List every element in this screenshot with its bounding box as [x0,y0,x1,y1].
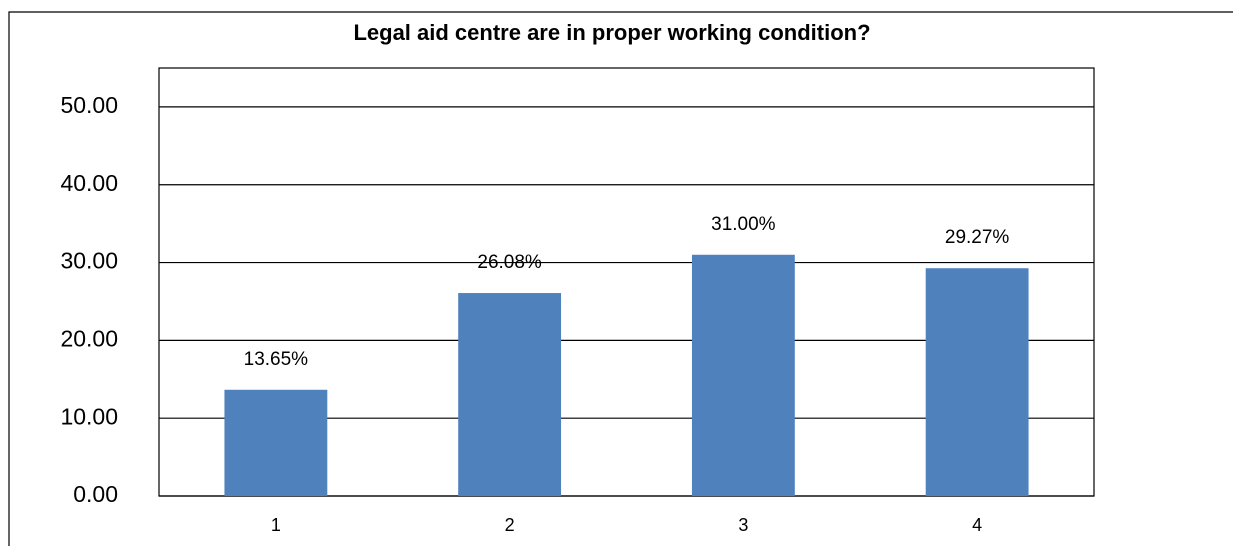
y-tick-label: 40.00 [60,170,118,196]
x-tick-label: 1 [271,515,281,535]
data-label: 29.27% [945,227,1010,248]
data-label: 31.00% [711,214,776,235]
chart-border [8,11,1233,546]
y-tick-label: 50.00 [60,92,118,118]
y-tick-label: 20.00 [60,325,118,351]
x-tick-label: 4 [972,515,982,535]
bar [458,293,562,496]
bar [224,389,328,496]
y-tick-label: 0.00 [73,481,118,507]
bar [925,268,1029,496]
data-label: 13.65% [244,349,309,370]
x-tick-label: 2 [505,515,515,535]
chart-title: Legal aid centre are in proper working c… [353,20,870,45]
y-tick-label: 30.00 [60,248,118,274]
bar [691,254,795,496]
x-tick-label: 3 [738,515,748,535]
data-label: 26.08% [477,252,542,273]
y-tick-label: 10.00 [60,403,118,429]
